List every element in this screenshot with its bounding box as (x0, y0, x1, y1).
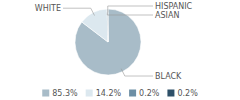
chart: WHITE HISPANICASIAN BLACK 85.3% 14.2% 0.2% 0.2… (0, 0, 240, 100)
category-label: ASIAN (155, 11, 179, 20)
legend-swatch (86, 90, 93, 97)
leader-line (121, 69, 153, 76)
legend-swatch (167, 90, 174, 97)
leader-line (63, 8, 95, 15)
slice (75, 9, 141, 75)
category-label: WHITE (35, 4, 61, 13)
leader-line (107, 12, 153, 15)
legend-label: 85.3% (52, 89, 78, 98)
legend-label: 0.2% (177, 89, 198, 98)
legend: 85.3% 14.2% 0.2% 0.2% (42, 89, 198, 98)
legend-swatch (129, 90, 136, 97)
leader-line (108, 6, 153, 12)
pie (75, 9, 141, 75)
labels: WHITE HISPANICASIAN BLACK (35, 2, 193, 81)
legend-swatch (42, 90, 49, 97)
legend-label: 14.2% (96, 89, 122, 98)
legend-label: 0.2% (139, 89, 160, 98)
category-label: HISPANIC (155, 2, 193, 11)
category-label: BLACK (155, 72, 182, 81)
slice (82, 9, 108, 42)
